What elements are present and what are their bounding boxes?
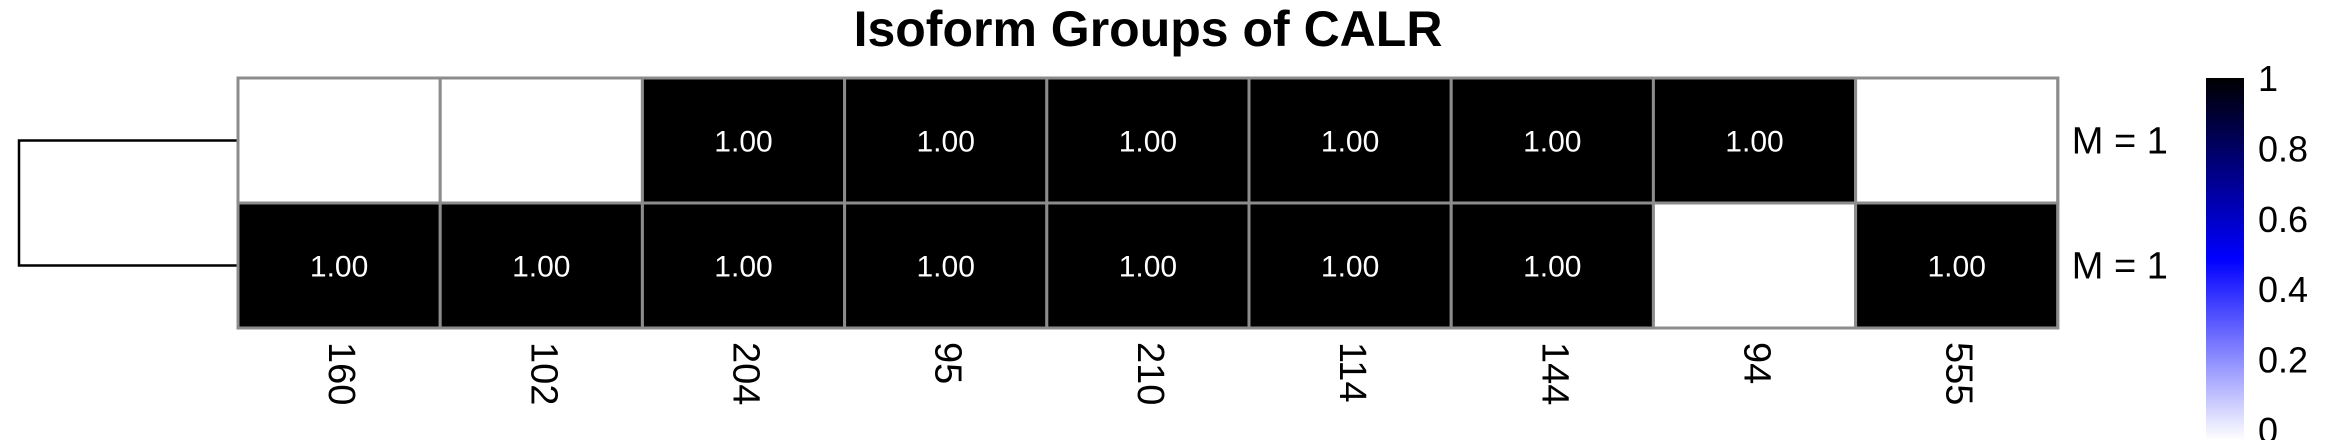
row-dendrogram: [17, 139, 238, 267]
cell-value-label: 1.00: [1119, 126, 1177, 159]
heatmap-cell: [438, 76, 644, 205]
column-label: 210: [1129, 342, 1171, 405]
cell-value-label: 1.00: [1119, 251, 1177, 284]
column-label: 555: [1938, 342, 1980, 405]
cell-value-label: 1.00: [714, 251, 772, 284]
legend-tick-label: 1: [2258, 58, 2278, 99]
row-label: M = 1: [2072, 121, 2168, 163]
cell-value-label: 1.00: [1523, 126, 1581, 159]
heatmap-cell: [438, 201, 644, 330]
heatmap-cell: [1854, 76, 2060, 205]
legend-tick-label: 0.6: [2258, 199, 2308, 240]
column-label: 204: [724, 342, 766, 405]
heatmap-cell: [843, 201, 1049, 330]
heatmap-cell: [236, 76, 442, 205]
color-legend: 1 0.8 0.6 0.4 0.2 0: [2206, 58, 2308, 440]
heatmap-border: [236, 76, 2060, 330]
chart-title: Isoform Groups of CALR: [854, 1, 1443, 57]
heatmap-cell: [1247, 201, 1453, 330]
legend-colorbar: [2206, 78, 2244, 440]
heatmap-cells: 1.00 1.00 1.00 1.00 1.00 1.00 1.00 1.00 1.00 1.00…: [236, 76, 2060, 330]
legend-tick-label: 0: [2258, 410, 2278, 440]
cell-value-label: 1.00: [917, 251, 975, 284]
heatmap-cell: [1651, 201, 1858, 330]
heatmap-cell: [640, 76, 847, 205]
cell-value-label: 1.00: [917, 126, 975, 159]
dendrogram-branch: [17, 139, 238, 267]
column-label: 114: [1331, 342, 1373, 403]
heatmap-cell: [1854, 201, 2060, 330]
column-label: 102: [522, 342, 564, 405]
column-label: 95: [927, 342, 969, 384]
legend-tick-label: 0.8: [2258, 128, 2308, 169]
cell-value-label: 1.00: [1523, 251, 1581, 284]
column-labels: 160 102 204 95 210 114 144 94 555: [320, 342, 1980, 405]
legend-tick-label: 0.4: [2258, 269, 2308, 310]
cell-value-label: 1.00: [1321, 126, 1379, 159]
row-label: M = 1: [2072, 246, 2168, 288]
heatmap-cell: [1651, 76, 1858, 205]
column-label: 160: [320, 342, 362, 405]
legend-tick-label: 0.2: [2258, 340, 2308, 381]
column-label: 144: [1533, 342, 1575, 405]
cell-value-label: 1.00: [1321, 251, 1379, 284]
cell-value-label: 1.00: [1928, 251, 1986, 284]
cell-value-label: 1.00: [310, 251, 368, 284]
column-label: 94: [1735, 342, 1777, 384]
heatmap-cell: [843, 76, 1049, 205]
row-labels: M = 1 M = 1: [2072, 121, 2168, 288]
cell-value-label: 1.00: [1725, 126, 1783, 159]
cell-value-label: 1.00: [714, 126, 772, 159]
cell-value-label: 1.00: [512, 251, 570, 284]
